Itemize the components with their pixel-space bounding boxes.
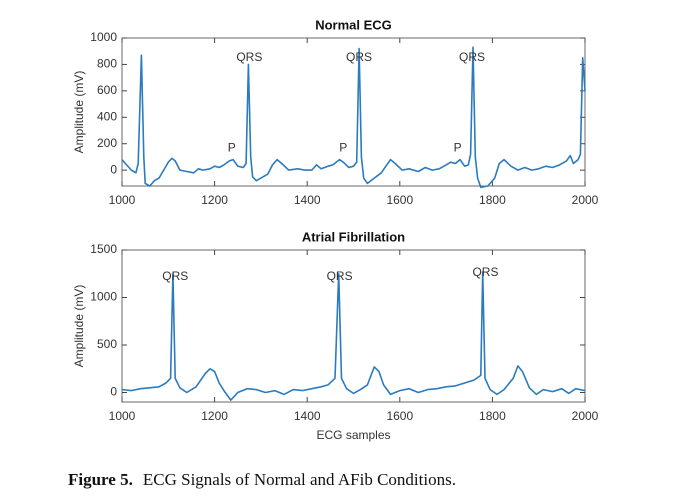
annotation: QRS [236, 50, 262, 64]
x-axis-label: ECG samples [316, 428, 390, 442]
annotation: QRS [346, 50, 372, 64]
y-tick-label: 0 [110, 162, 117, 176]
ecg-line [121, 271, 586, 401]
x-tick-label: 1800 [479, 193, 506, 207]
caption-label: Figure 5. [68, 470, 133, 489]
annotation: P [454, 141, 462, 155]
y-tick-label: 1500 [90, 242, 117, 256]
annotation: QRS [162, 269, 188, 283]
y-tick-label: 500 [97, 337, 117, 351]
annotation: QRS [327, 269, 353, 283]
annotation: QRS [459, 50, 485, 64]
chart-title: Atrial Fibrillation [302, 229, 405, 244]
x-tick-label: 2000 [572, 193, 599, 207]
annotation: P [339, 141, 347, 155]
x-tick-label: 1600 [386, 193, 413, 207]
x-tick-label: 2000 [572, 409, 599, 423]
x-tick-label: 1800 [479, 409, 506, 423]
x-tick-label: 1000 [109, 409, 136, 423]
x-tick-label: 1200 [201, 409, 228, 423]
y-tick-label: 400 [97, 109, 117, 123]
y-axis-label: Amplitude (mV) [72, 285, 86, 368]
annotation: QRS [472, 265, 498, 279]
y-tick-label: 0 [110, 385, 117, 399]
x-tick-label: 1400 [294, 193, 321, 207]
caption: Figure 5. ECG Signals of Normal and AFib … [68, 470, 456, 489]
plot-frame [121, 37, 586, 187]
x-tick-label: 1000 [109, 193, 136, 207]
y-axis-label: Amplitude (mV) [72, 71, 86, 154]
x-tick-label: 1200 [201, 193, 228, 207]
y-tick-label: 1000 [90, 290, 117, 304]
annotation: P [228, 141, 236, 155]
caption-text: ECG Signals of Normal and AFib Condition… [143, 470, 456, 489]
x-tick-label: 1400 [294, 409, 321, 423]
chart-title: Normal ECG [315, 17, 392, 32]
y-tick-label: 1000 [90, 30, 117, 44]
plot-frame [121, 249, 586, 403]
y-tick-label: 800 [97, 57, 117, 71]
x-tick-label: 1600 [386, 409, 413, 423]
ecg-line [121, 46, 586, 189]
y-tick-label: 600 [97, 83, 117, 97]
y-tick-label: 200 [97, 136, 117, 150]
